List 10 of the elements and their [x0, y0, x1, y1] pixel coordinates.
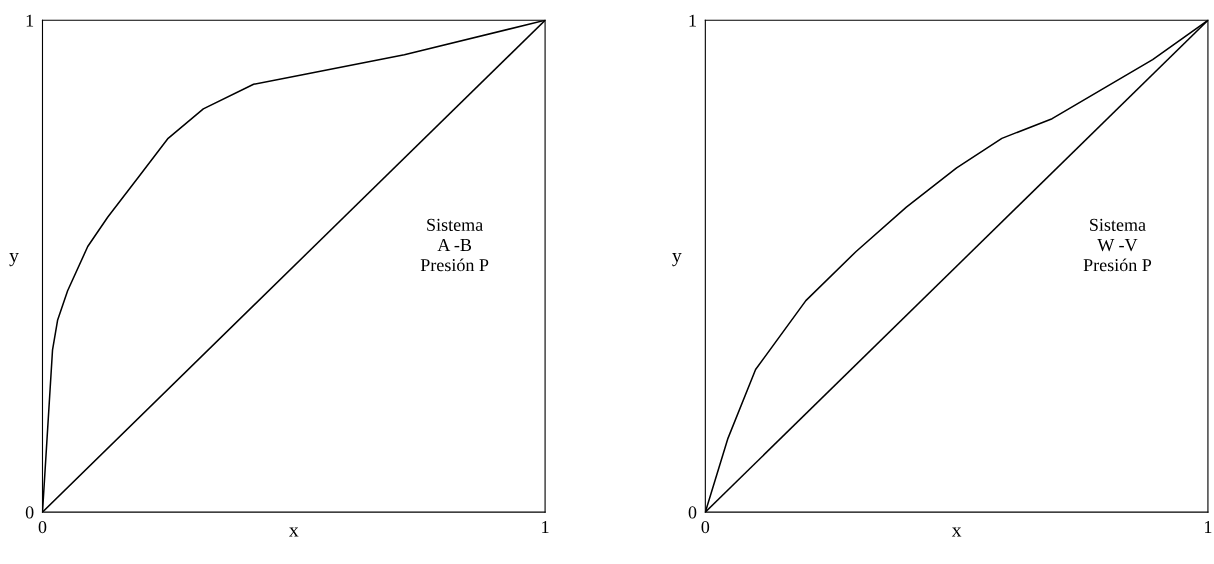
x-tick-label: 1 — [542, 521, 549, 533]
x-tick-label: 0 — [701, 520, 710, 534]
annotation: Sistema A -B Presión P — [420, 218, 489, 272]
y-axis-title: y — [9, 253, 19, 267]
x-axis-title: x — [289, 527, 299, 537]
x-tick-label: 0 — [38, 520, 47, 534]
y-axis-title: y — [672, 253, 682, 267]
annotation: Sistema W -V Presión P — [1083, 218, 1152, 272]
x-axis-title: x — [951, 527, 962, 537]
x-tick-label: 1 — [1205, 521, 1212, 533]
